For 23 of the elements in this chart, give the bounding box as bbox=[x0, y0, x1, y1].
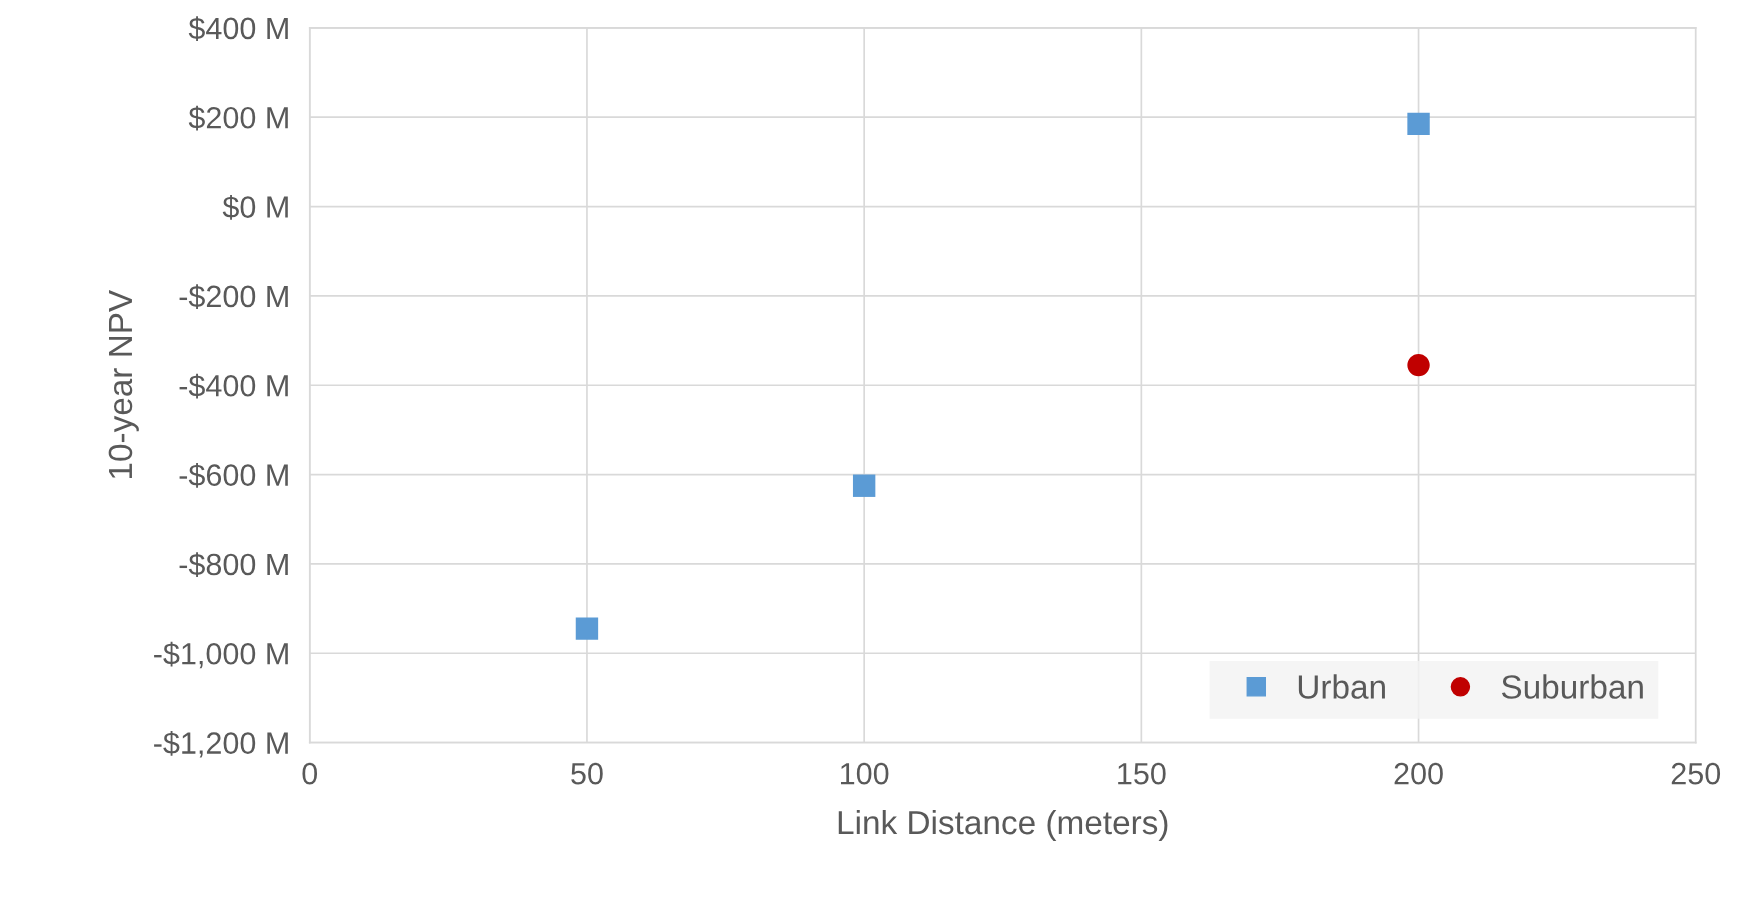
x-tick-label: 50 bbox=[571, 762, 603, 785]
y-axis-title: 10-year NPV bbox=[108, 289, 139, 479]
x-tick-label: 200 bbox=[1394, 762, 1443, 785]
point bbox=[852, 474, 876, 497]
y-tick-label: $400 M bbox=[188, 16, 288, 42]
y-tick-label: -$800 M bbox=[179, 552, 288, 578]
x-tick-label: 250 bbox=[1671, 762, 1721, 785]
point bbox=[575, 617, 599, 640]
y-tick-label: -$600 M bbox=[179, 463, 288, 488]
y-tick-label: -$400 M bbox=[179, 373, 288, 399]
point bbox=[1407, 112, 1430, 136]
y-tick-label: $200 M bbox=[188, 105, 288, 131]
legend-label: Suburban bbox=[1501, 674, 1643, 699]
legend-label: Urban bbox=[1298, 674, 1385, 699]
y-tick-label: -$200 M bbox=[179, 284, 288, 310]
y-tick-label: -$1,200 M bbox=[154, 731, 288, 758]
x-tick-label: 150 bbox=[1118, 762, 1166, 785]
y-tick-label: $0 M bbox=[222, 195, 288, 220]
x-tick-label: 100 bbox=[840, 762, 889, 785]
y-tick-label: -$1,000 M bbox=[154, 641, 288, 669]
point bbox=[1407, 353, 1430, 377]
x-tick-label: 0 bbox=[302, 762, 318, 785]
x-axis-title: Link Distance (meters) bbox=[838, 809, 1168, 841]
